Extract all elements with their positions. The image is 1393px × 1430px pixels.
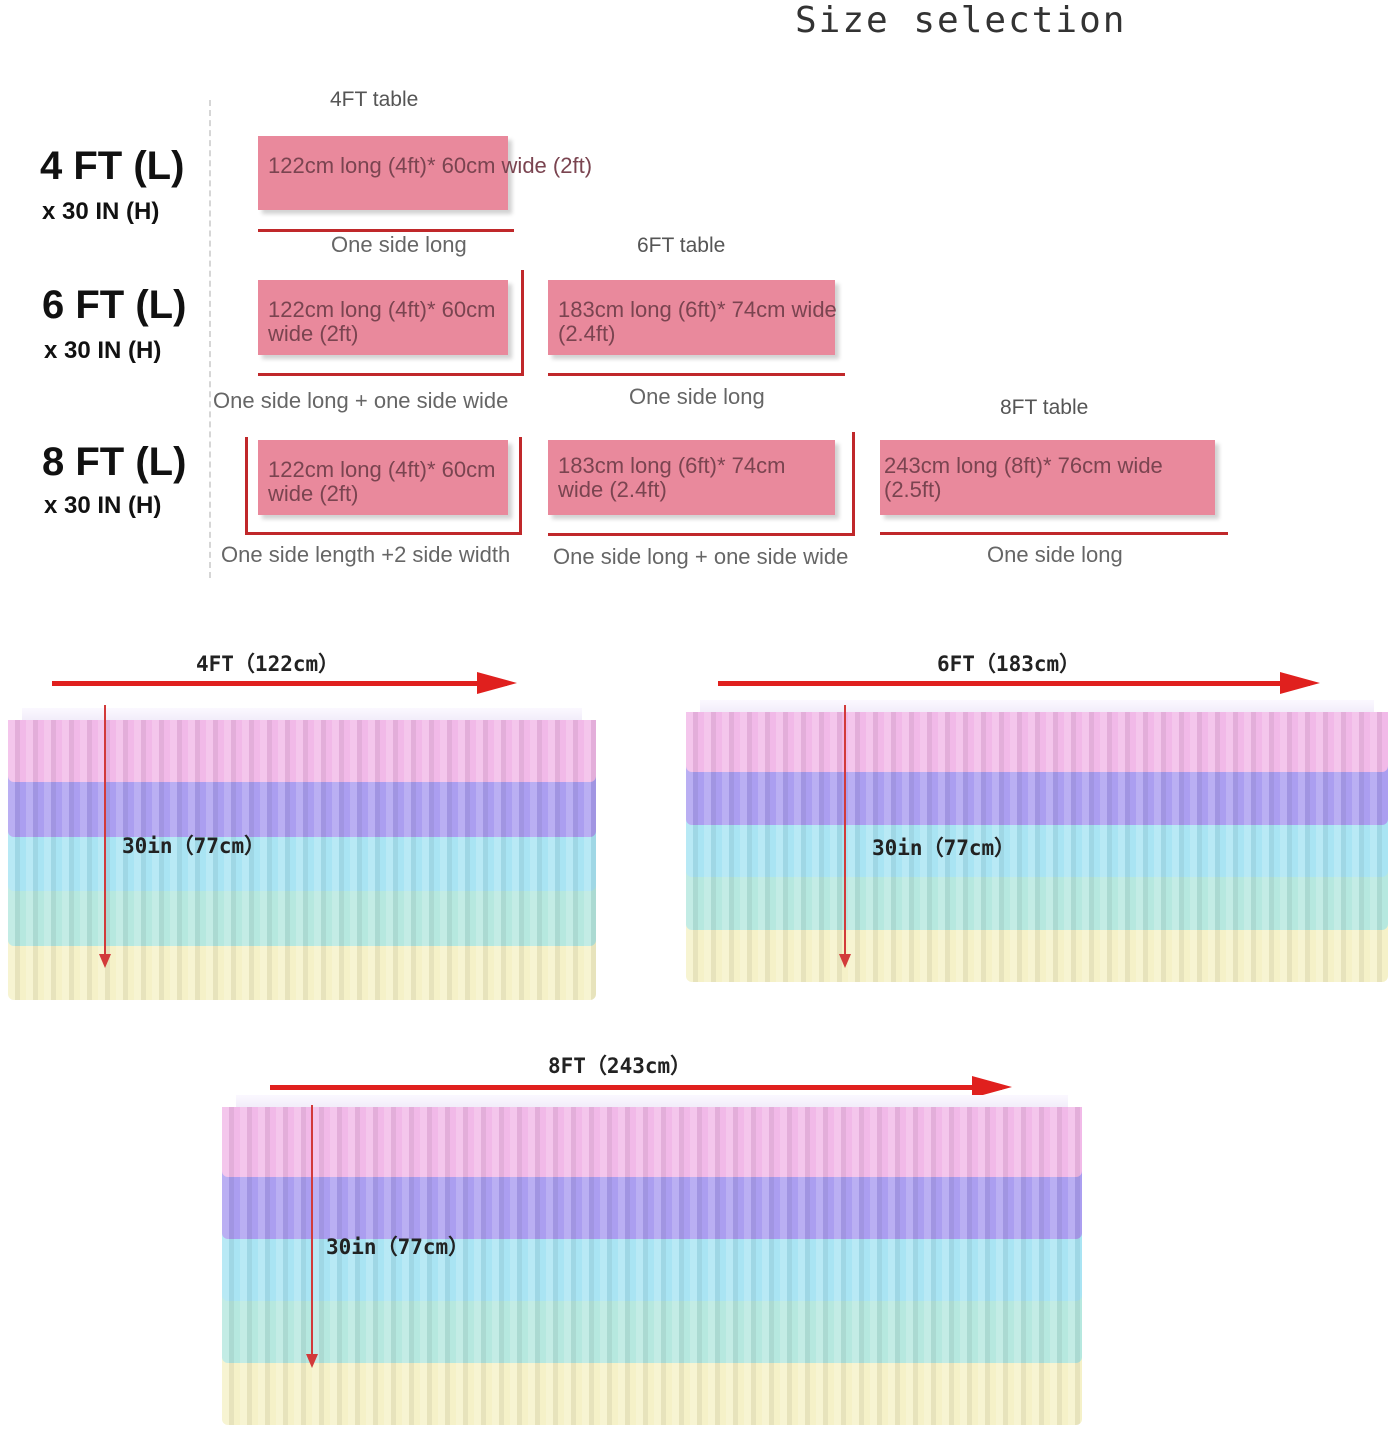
ruffle-tier <box>686 816 1388 878</box>
table-top-6ft: 183cm long (6ft)* 74cm wide (2.4ft) <box>548 440 835 515</box>
ruffle-tier <box>686 921 1388 983</box>
width-arrow-icon <box>52 672 517 694</box>
width-arrow-icon <box>718 672 1320 694</box>
box-text: (2.5ft) <box>884 477 942 502</box>
ruffle-tier <box>8 774 596 838</box>
row-6ft-height: x 30 IN (H) <box>44 337 162 364</box>
label-8ft-table: 8FT table <box>1000 396 1089 419</box>
box-text: 122cm long (4ft)* 60cm wide (2ft) <box>268 153 593 178</box>
skirt-8ft <box>222 1095 1082 1425</box>
caption: One side long + one side wide <box>553 544 849 569</box>
width-arrow-icon <box>270 1076 1012 1098</box>
box-text: 122cm long (4ft)* 60cm <box>268 297 496 322</box>
box-text: (2.4ft) <box>558 321 616 346</box>
table-top-4ft: 122cm long (4ft)* 60cm wide (2ft) <box>258 440 508 515</box>
box-text: wide (2.4ft) <box>558 477 667 502</box>
page-title: Size selection <box>795 0 1127 41</box>
ruffle-tier <box>8 937 596 1001</box>
ruffle-tier <box>686 869 1388 931</box>
row-4ft-length: 4 FT (L) <box>40 144 185 188</box>
skirt-8ft-height-label: 30in（77cm） <box>326 1235 470 1259</box>
skirt-4ft <box>8 708 596 1001</box>
box-text: 243cm long (8ft)* 76cm wide <box>884 453 1163 478</box>
height-arrow-icon <box>839 705 851 968</box>
skirt-6ft-height-label: 30in（77cm） <box>872 836 1016 860</box>
measure-line <box>521 270 524 376</box>
ruffle-tier <box>8 828 596 892</box>
row-6ft-length: 6 FT (L) <box>42 283 187 327</box>
skirt-6ft <box>686 700 1388 983</box>
label-4ft-table: 4FT table <box>330 88 419 111</box>
skirt-8ft-width-label: 8FT（243cm） <box>548 1054 692 1078</box>
ruffle-tier <box>686 764 1388 826</box>
box-text: wide (2ft) <box>268 321 359 346</box>
skirt-4ft-width-label: 4FT（122cm） <box>196 652 340 676</box>
caption: One side long <box>629 384 765 409</box>
table-top-6ft: 183cm long (6ft)* 74cm wide (2.4ft) <box>548 280 837 355</box>
measure-line <box>258 373 524 376</box>
ruffle-tier <box>222 1107 1082 1177</box>
ruffle-tier <box>222 1355 1082 1425</box>
caption: One side long <box>987 542 1123 567</box>
caption: One side long + one side wide <box>213 388 509 413</box>
label-6ft-table: 6FT table <box>637 234 726 257</box>
table-top-4ft: 122cm long (4ft)* 60cm wide (2ft) <box>258 280 508 355</box>
ruffle-tier <box>222 1293 1082 1363</box>
row-4ft-height: x 30 IN (H) <box>42 198 160 225</box>
box-text: 122cm long (4ft)* 60cm <box>268 457 496 482</box>
measure-line <box>880 532 1228 535</box>
ruffle-tier <box>8 720 596 783</box>
row-8ft-length: 8 FT (L) <box>42 440 187 484</box>
measure-line <box>245 532 522 535</box>
divider <box>209 100 211 578</box>
ruffle-tier <box>8 883 596 947</box>
height-arrow-icon <box>99 705 111 968</box>
row-8ft-height: x 30 IN (H) <box>44 492 162 519</box>
caption: One side long <box>331 232 467 257</box>
box-text: wide (2ft) <box>268 481 359 506</box>
table-top-4ft: 122cm long (4ft)* 60cm wide (2ft) <box>258 136 592 210</box>
table-top-8ft: 243cm long (8ft)* 76cm wide (2.5ft) <box>880 440 1215 515</box>
measure-line <box>519 437 522 534</box>
box-text: 183cm long (6ft)* 74cm wide <box>558 297 837 322</box>
caption: One side length +2 side width <box>221 542 511 567</box>
height-arrow-icon <box>306 1105 318 1368</box>
measure-line <box>245 437 248 534</box>
skirt-6ft-width-label: 6FT（183cm） <box>937 652 1081 676</box>
ruffle-tier <box>222 1231 1082 1301</box>
measure-line <box>258 229 514 232</box>
measure-line <box>852 432 855 535</box>
skirt-4ft-height-label: 30in（77cm） <box>122 834 266 858</box>
box-text: 183cm long (6ft)* 74cm <box>558 453 786 478</box>
ruffle-tier <box>686 712 1388 773</box>
measure-line <box>548 533 855 536</box>
measure-line <box>548 373 845 376</box>
ruffle-tier <box>222 1169 1082 1239</box>
